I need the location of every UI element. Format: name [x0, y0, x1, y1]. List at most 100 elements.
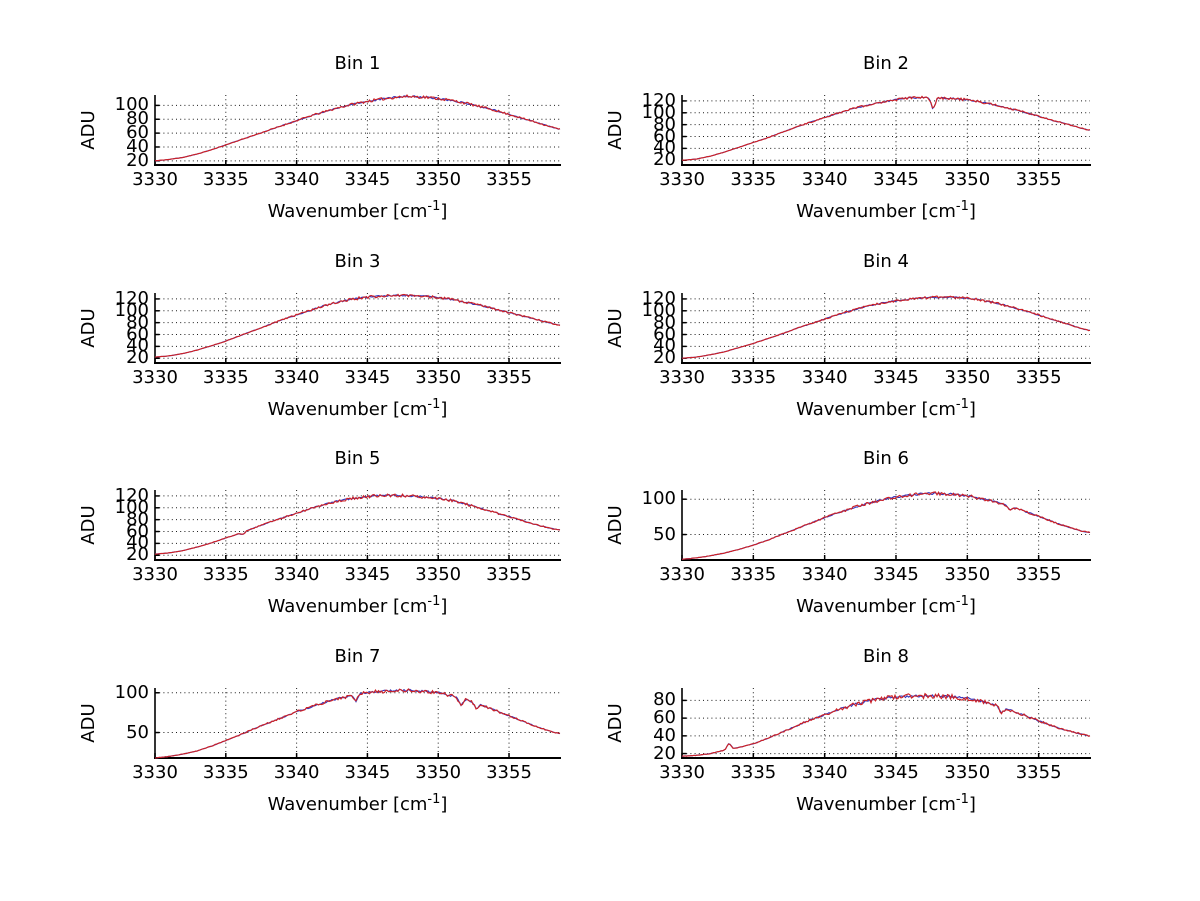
y-tick-label: 80	[126, 311, 149, 333]
y-tick-label: 20	[126, 149, 149, 171]
x-axis-label-exponent: -1	[955, 199, 969, 214]
x-axis-label-exponent: -1	[955, 792, 969, 807]
x-tick-label: 3355	[1015, 762, 1062, 783]
x-tick-label: 3345	[873, 169, 919, 190]
x-axis-label-exponent: -1	[955, 594, 969, 609]
data-series-red	[154, 293, 561, 358]
plot-title: Bin 7	[334, 646, 381, 667]
x-axis-label-exponent: -1	[955, 397, 969, 412]
y-tick-label: 40	[653, 137, 676, 159]
data-series-red	[681, 295, 1091, 359]
x-tick-label: 3350	[944, 564, 991, 585]
x-axis-label-text: Wavenumber [cm	[796, 794, 956, 815]
data-series-red	[154, 688, 561, 759]
y-tick-label: 40	[126, 532, 149, 554]
y-tick-label: 40	[126, 335, 149, 357]
plot-area-bin-5	[154, 490, 561, 561]
y-tick-label: 60	[653, 707, 676, 729]
x-tick-label: 3330	[659, 169, 705, 190]
plot-area-bin-6	[681, 490, 1091, 561]
data-series-blue	[154, 293, 561, 358]
y-tick-label: 60	[653, 125, 676, 147]
x-axis-label-bracket: ]	[440, 794, 448, 815]
x-tick-label: 3350	[415, 367, 462, 388]
x-tick-label: 3345	[344, 367, 391, 388]
x-tick-label: 3335	[730, 169, 777, 190]
x-tick-label: 3345	[873, 762, 919, 783]
y-tick-label: 100	[641, 299, 676, 321]
x-axis-label-bracket: ]	[968, 201, 976, 222]
data-series-red	[681, 95, 1091, 161]
plot-title: Bin 2	[863, 53, 909, 74]
data-series-red	[154, 94, 561, 162]
x-axis-label-exponent: -1	[427, 397, 441, 412]
x-tick-label: 3335	[730, 367, 777, 388]
x-tick-label: 3340	[801, 564, 848, 585]
x-tick-label: 3330	[659, 762, 705, 783]
plot-title: Bin 3	[334, 251, 381, 272]
y-tick-label: 60	[126, 323, 149, 345]
x-axis-label: Wavenumber [cm-1]	[682, 594, 1090, 620]
y-tick-label: 100	[641, 488, 676, 510]
y-tick-label: 50	[653, 523, 676, 545]
y-tick-label: 60	[126, 520, 149, 542]
x-axis-label-exponent: -1	[427, 199, 441, 214]
y-tick-label: 100	[114, 94, 149, 116]
x-tick-label: 3345	[344, 169, 391, 190]
x-tick-label: 3335	[730, 762, 777, 783]
x-tick-label: 3350	[415, 564, 462, 585]
x-tick-label: 3345	[344, 762, 391, 783]
y-tick-label: 120	[114, 484, 149, 506]
y-tick-label: 60	[653, 323, 676, 345]
plot-title: Bin 6	[863, 448, 909, 469]
plot-area-bin-1	[154, 94, 561, 166]
x-tick-label: 3355	[486, 564, 532, 585]
x-axis-label: Wavenumber [cm-1]	[155, 594, 560, 620]
plot-area-bin-4	[681, 293, 1091, 364]
x-axis-label-text: Wavenumber [cm	[267, 399, 428, 420]
x-tick-label: 3330	[132, 169, 178, 190]
x-tick-label: 3355	[1015, 169, 1062, 190]
x-tick-label: 3330	[132, 564, 178, 585]
y-tick-label: 120	[641, 89, 676, 111]
x-tick-label: 3345	[873, 564, 919, 585]
data-series-blue	[681, 492, 1091, 560]
x-axis-label-text: Wavenumber [cm	[267, 794, 428, 815]
y-tick-label: 80	[653, 689, 676, 711]
y-tick-label: 20	[126, 544, 149, 566]
data-series-red	[681, 491, 1091, 560]
x-tick-label: 3355	[486, 169, 532, 190]
y-tick-label: 80	[126, 508, 149, 530]
y-tick-label: 100	[641, 101, 676, 123]
plot-area-bin-8	[681, 688, 1091, 759]
x-tick-label: 3330	[132, 367, 178, 388]
x-tick-label: 3340	[273, 367, 320, 388]
x-axis-label: Wavenumber [cm-1]	[682, 397, 1090, 423]
x-tick-label: 3355	[486, 367, 532, 388]
x-tick-label: 3350	[415, 169, 462, 190]
x-tick-label: 3335	[202, 564, 249, 585]
x-tick-label: 3330	[659, 367, 705, 388]
y-tick-label: 50	[126, 721, 149, 743]
y-tick-label: 40	[126, 135, 149, 157]
x-tick-label: 3330	[132, 762, 178, 783]
x-axis-label-text: Wavenumber [cm	[796, 399, 956, 420]
data-series-blue	[154, 493, 561, 555]
x-tick-label: 3340	[273, 762, 320, 783]
x-tick-label: 3340	[801, 762, 848, 783]
x-tick-label: 3355	[486, 762, 532, 783]
x-axis-label-bracket: ]	[968, 399, 976, 420]
y-tick-label: 20	[653, 149, 676, 171]
x-tick-label: 3335	[202, 367, 249, 388]
y-tick-label: 80	[653, 311, 676, 333]
x-tick-label: 3335	[730, 564, 777, 585]
x-tick-label: 3350	[944, 169, 991, 190]
y-tick-label: 40	[653, 335, 676, 357]
x-axis-label: Wavenumber [cm-1]	[155, 199, 560, 225]
y-tick-label: 120	[114, 287, 149, 309]
x-tick-label: 3345	[873, 367, 919, 388]
y-tick-label: 40	[653, 724, 676, 746]
x-axis-label-bracket: ]	[968, 794, 976, 815]
plot-area-bin-7	[154, 688, 561, 759]
y-tick-label: 100	[114, 299, 149, 321]
